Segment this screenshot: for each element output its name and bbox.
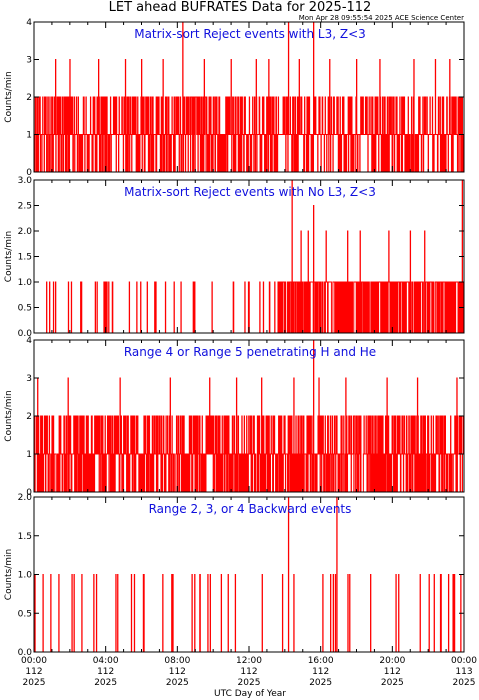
x-tick-label-day: 113	[455, 667, 472, 677]
y-tick-label: 0.0	[18, 329, 33, 339]
y-tick-label: 4	[26, 18, 32, 28]
x-tick-label-time: 20:00	[379, 656, 405, 666]
x-tick-label-day: 112	[97, 667, 114, 677]
panel-1: 0 1 2 3 4 Matrix-sort Reject events with L3, …	[4, 18, 465, 178]
y-tick-label: 1.0	[18, 571, 33, 581]
x-tick-label-year: 2025	[166, 678, 189, 688]
x-tick-label-day: 112	[384, 667, 401, 677]
x-axis-ticklabels: 00:00112202504:00112202508:00112202512:0…	[21, 656, 477, 688]
y-tick-label: 1	[26, 450, 32, 460]
x-tick-label-day: 112	[312, 667, 329, 677]
plot-frame	[33, 496, 465, 653]
x-tick-label-year: 2025	[309, 678, 332, 688]
y-tick-label: 1	[26, 131, 32, 141]
y-tick-label: 0	[26, 168, 32, 178]
series-line	[34, 21, 464, 173]
x-tick-label-year: 2025	[453, 678, 476, 688]
series-line	[33, 339, 465, 493]
panel-3: 0 1 2 3 4 Range 4 or Range 5 penetrating H an…	[4, 336, 465, 498]
y-axis-label: Counts/min	[4, 549, 14, 600]
y-axis-label: Counts/min	[4, 231, 14, 282]
x-tick-label-time: 00:00	[21, 656, 47, 666]
y-tick-label: 2.0	[18, 493, 33, 503]
x-tick-label-year: 2025	[238, 678, 261, 688]
x-tick-label-time: 12:00	[236, 656, 262, 666]
figure-title: LET ahead BUFRATES Data for 2025-112	[109, 0, 372, 15]
x-tick-label-year: 2025	[381, 678, 404, 688]
y-tick-label: 3	[26, 374, 32, 384]
y-tick-label: 3	[26, 56, 32, 66]
panel-4: 0.0 0.5 1.0 1.5 2.0 Range 2, 3, or 4 Backward…	[4, 493, 465, 658]
y-tick-label: 0.0	[18, 648, 33, 658]
x-tick-label-year: 2025	[94, 678, 117, 688]
y-axis-label: Counts/min	[4, 71, 14, 122]
x-tick-label-day: 112	[169, 667, 186, 677]
x-tick-label-time: 04:00	[93, 656, 119, 666]
x-tick-label-time: 16:00	[308, 656, 334, 666]
x-tick-label-time: 08:00	[164, 656, 190, 666]
y-tick-label: 0.5	[18, 304, 32, 314]
y-tick-label: 4	[26, 336, 32, 346]
y-tick-label: 0.5	[18, 609, 32, 619]
x-axis-label: UTC Day of Year	[214, 689, 286, 699]
panel-title: Matrix-sort Reject events with No L3, Z<…	[124, 185, 376, 199]
panel-title: Range 4 or Range 5 penetrating H and He	[124, 345, 376, 359]
y-tick-label: 3.0	[18, 176, 33, 186]
y-tick-label: 2	[26, 412, 32, 422]
y-tick-label: 2.5	[18, 202, 32, 212]
y-tick-label: 1.5	[18, 253, 32, 263]
y-tick-label: 2.0	[18, 227, 33, 237]
y-axis-label: Counts/min	[4, 390, 14, 441]
x-tick-label-year: 2025	[23, 678, 46, 688]
x-tick-label-day: 112	[240, 667, 257, 677]
panel-2: 0.0 0.5 1.0 1.5 2.0 2.5 3.0 Matrix-sort Reject …	[4, 176, 465, 339]
x-tick-label-day: 112	[25, 667, 42, 677]
timestamp: Mon Apr 28 09:55:54 2025 ACE Science Cen…	[299, 14, 464, 22]
y-tick-label: 1.5	[18, 532, 32, 542]
x-tick-label-time: 00:00	[451, 656, 477, 666]
y-tick-label: 0	[26, 488, 32, 498]
panel-title: Range 2, 3, or 4 Backward events	[149, 502, 352, 516]
y-tick-label: 2	[26, 93, 32, 103]
series-line	[34, 179, 464, 334]
panel-title: Matrix-sort Reject events with L3, Z<3	[134, 27, 366, 41]
y-tick-label: 1.0	[18, 278, 33, 288]
series-line	[34, 496, 464, 653]
